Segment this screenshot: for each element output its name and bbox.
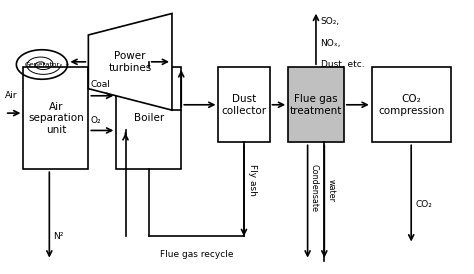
- Bar: [288, 67, 344, 142]
- Bar: [219, 67, 270, 142]
- Text: Fly ash: Fly ash: [248, 164, 257, 196]
- Text: Generator: Generator: [24, 62, 60, 68]
- Text: N²: N²: [53, 232, 64, 241]
- Text: CO₂: CO₂: [416, 200, 433, 209]
- Bar: [23, 67, 88, 169]
- Text: Flue gas
treatment: Flue gas treatment: [290, 94, 342, 116]
- Bar: [116, 67, 181, 169]
- Text: Condensate: Condensate: [310, 164, 319, 212]
- Text: CO₂
compression: CO₂ compression: [378, 94, 445, 116]
- Text: O₂: O₂: [91, 116, 101, 125]
- Text: Flue gas recycle: Flue gas recycle: [160, 250, 233, 259]
- Text: SO₂,: SO₂,: [320, 17, 340, 26]
- Text: Power
turbines: Power turbines: [109, 51, 152, 73]
- Text: Air: Air: [5, 91, 18, 100]
- Text: Dust, etc.: Dust, etc.: [320, 60, 364, 69]
- Polygon shape: [88, 13, 172, 110]
- Text: Coal: Coal: [91, 80, 110, 89]
- Text: water: water: [327, 179, 336, 202]
- Bar: [372, 67, 451, 142]
- Text: Air
separation
unit: Air separation unit: [28, 102, 84, 135]
- Text: NOₓ,: NOₓ,: [320, 39, 341, 48]
- Text: Dust
collector: Dust collector: [221, 94, 266, 116]
- Text: Boiler: Boiler: [134, 113, 164, 123]
